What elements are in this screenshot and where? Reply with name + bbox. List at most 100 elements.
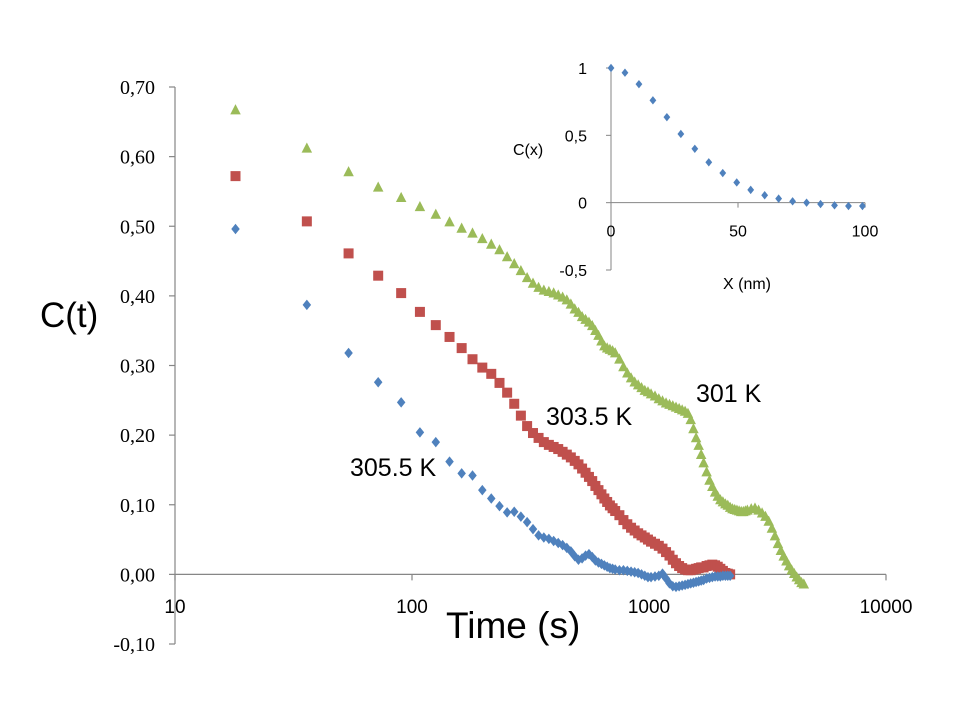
data-point: [486, 368, 497, 379]
data-point: [414, 306, 425, 317]
data-point: [415, 427, 425, 438]
inset-data-point: [817, 199, 824, 209]
data-point: [494, 244, 505, 255]
data-point: [725, 570, 735, 582]
y-tick-label: 0,70: [120, 77, 155, 99]
main-axes: [169, 86, 887, 645]
y-tick-label: 0,40: [120, 286, 155, 308]
inset-series-group: [607, 63, 866, 211]
inset-data-point: [859, 201, 866, 211]
y-axis-label: C(t): [40, 296, 98, 335]
inset-y-tick-label: 1: [578, 61, 587, 78]
annotation-301k: 301 K: [696, 380, 762, 408]
inset-data-point: [733, 178, 741, 187]
inset-tick-labels: -0,5 0 0,5 1 0 50 100: [559, 61, 878, 280]
data-point: [373, 376, 383, 388]
data-point: [396, 397, 406, 408]
data-point: [533, 432, 544, 443]
inset-plot: -0,5 0 0,5 1 0 50 100 X (nm) C(x): [513, 61, 878, 293]
data-point: [477, 232, 488, 244]
data-point: [456, 222, 467, 233]
data-point: [430, 320, 441, 331]
inset-data-point: [803, 198, 810, 207]
data-point: [477, 362, 488, 373]
y-tick-label: 0,30: [120, 356, 155, 378]
y-tick-label: 0,50: [120, 216, 155, 238]
main-series-group: [230, 104, 810, 593]
inset-data-point: [663, 112, 671, 122]
data-point: [509, 506, 519, 517]
x-tick-label: 10000: [860, 597, 913, 618]
inset-x-tick-label: 100: [852, 224, 879, 241]
inset-data-point: [649, 96, 657, 105]
data-point: [502, 507, 512, 518]
y-tick-label: 0,10: [120, 495, 155, 517]
inset-data-point: [831, 201, 838, 210]
data-point: [701, 466, 712, 477]
data-point: [508, 258, 520, 269]
data-point: [486, 238, 497, 249]
data-point: [301, 142, 313, 153]
data-point: [690, 432, 702, 443]
data-point: [695, 448, 707, 459]
data-point: [614, 353, 625, 364]
data-point: [521, 271, 533, 283]
data-point: [495, 500, 504, 512]
data-point: [766, 522, 778, 533]
data-point: [515, 265, 527, 276]
inset-data-point: [775, 194, 783, 203]
inset-data-point: [621, 68, 629, 77]
data-point: [343, 248, 354, 259]
inset-y-axis-label: C(x): [513, 142, 543, 159]
inset-data-point: [747, 185, 755, 195]
inset-data-point: [789, 197, 797, 206]
data-point: [456, 343, 467, 354]
data-point: [395, 191, 407, 203]
data-point: [430, 208, 442, 219]
data-point: [688, 423, 699, 434]
data-point: [444, 331, 455, 342]
data-point: [527, 428, 538, 439]
data-point: [457, 468, 466, 479]
data-point: [302, 299, 312, 311]
x-tick-label: 100: [396, 597, 428, 618]
y-tick-label: 0,00: [120, 564, 155, 586]
inset-data-point: [705, 158, 713, 167]
data-point: [467, 354, 478, 365]
data-point: [502, 387, 513, 398]
inset-x-tick-label: 50: [729, 224, 747, 241]
data-point: [414, 200, 426, 212]
inset-x-axis-label: X (nm): [723, 276, 771, 293]
inset-data-point: [845, 201, 852, 211]
data-point: [372, 181, 384, 192]
data-point: [533, 281, 544, 292]
inset-y-tick-label: 0: [578, 196, 587, 213]
inset-y-tick-label: 0,5: [565, 128, 587, 145]
data-point: [693, 439, 704, 450]
data-point: [522, 421, 533, 432]
inset-data-point: [691, 144, 699, 153]
data-point: [516, 511, 526, 522]
data-point: [373, 270, 384, 281]
data-point: [527, 277, 539, 288]
data-point: [230, 171, 241, 182]
data-point: [468, 470, 477, 481]
data-point: [396, 288, 407, 299]
x-tick-label: 1000: [628, 597, 670, 618]
data-point: [494, 377, 505, 388]
annotation-303-5k: 303.5 K: [546, 403, 633, 431]
y-tick-label: 0,20: [120, 425, 155, 447]
data-point: [431, 436, 441, 448]
data-point: [487, 493, 496, 504]
data-point: [467, 227, 478, 238]
data-point: [509, 398, 520, 409]
data-point: [528, 523, 538, 535]
data-point: [445, 456, 454, 467]
x-axis-label: Time (s): [446, 605, 580, 646]
data-point: [685, 414, 696, 425]
data-point: [501, 251, 513, 262]
inset-x-tick-label: 0: [607, 224, 616, 241]
